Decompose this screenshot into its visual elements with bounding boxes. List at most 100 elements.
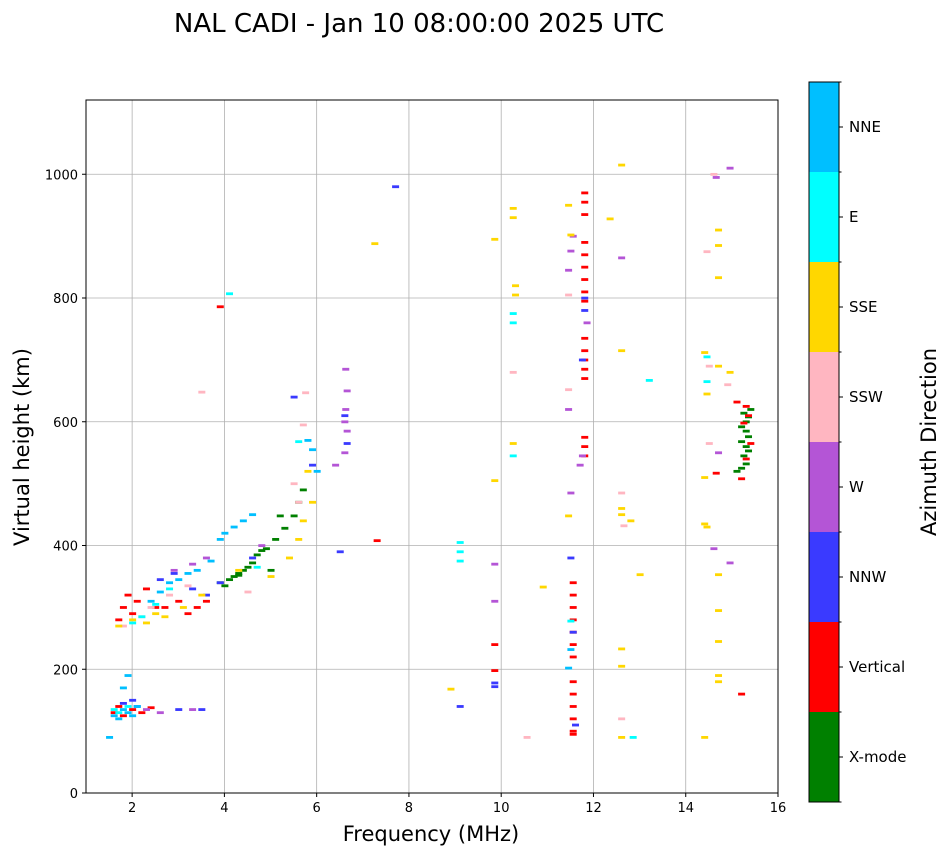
data-point [336,550,344,554]
data-point [629,736,637,739]
data-point [569,680,577,684]
data-point [262,547,270,551]
data-point [569,692,577,696]
colorbar-segment [809,262,839,352]
colorbar-label: SSE [849,298,878,316]
data-point [124,711,132,715]
data-point [565,293,573,297]
data-point [618,664,626,668]
data-point [295,440,303,444]
data-point [491,669,499,672]
data-points [106,163,755,739]
data-point [618,491,626,495]
data-point [569,655,577,659]
data-point [230,575,238,578]
data-point [509,321,517,325]
data-point [184,572,192,575]
x-tick-label: 16 [770,801,787,816]
data-point [166,593,174,597]
data-point [115,711,123,715]
data-point [193,568,201,572]
data-point [142,708,150,711]
data-point [703,525,711,529]
data-point [567,648,575,651]
data-point [166,587,174,591]
data-point [342,367,350,371]
data-point [569,606,577,609]
data-point [267,575,275,578]
data-point [244,590,252,594]
data-point [235,568,243,572]
data-point [567,233,575,237]
colorbar-label: NNW [849,568,886,586]
x-tick-label: 8 [405,801,413,816]
data-point [703,250,711,254]
data-point [715,364,723,368]
data-point [290,482,298,486]
data-point [198,593,206,597]
data-point [740,411,748,415]
data-point [491,562,499,566]
data-point [371,242,379,246]
data-point [249,561,257,565]
data-point [581,377,589,380]
data-point [509,442,517,445]
data-point [581,299,589,303]
data-point [715,244,723,247]
data-point [119,686,127,690]
series-w [142,166,734,715]
data-point [142,587,150,591]
data-point [193,606,201,609]
data-point [152,612,160,616]
colorbar-segment [809,532,839,622]
data-point [733,400,741,404]
data-point [567,491,575,495]
colorbar-label: NNE [849,118,881,136]
data-point [618,349,626,353]
data-point [373,539,381,543]
data-point [724,383,732,387]
data-point [742,462,750,466]
azimuth-colorbar: X-mode Vertical NNW W SSW SSE E NNE [808,81,906,803]
data-point [569,732,577,736]
plot-frame [85,99,779,794]
data-point [627,519,635,523]
data-point [216,305,224,309]
data-point [581,200,589,204]
y-tick-label: 200 [53,663,78,678]
data-point [491,599,499,603]
data-point [110,714,118,718]
data-point [341,451,349,455]
y-tick-label: 600 [53,416,78,431]
data-point [539,585,547,589]
data-point [565,268,573,272]
data-point [512,284,520,288]
data-point [110,711,118,715]
data-point [147,606,155,609]
series-x-mode [216,408,755,588]
data-point [581,349,589,353]
data-point [715,228,723,232]
data-point [166,581,174,585]
colorbar-segment [809,442,839,532]
grid-lines [86,100,778,793]
data-point [313,469,321,473]
data-point [509,206,517,210]
data-point [295,538,303,541]
data-point [115,717,123,721]
data-point [119,624,127,628]
data-point [129,612,137,616]
data-point [618,736,626,739]
chart-title: NAL CADI - Jan 10 08:00:00 2025 UTC [174,9,664,39]
data-point [581,336,589,340]
data-point [249,556,257,560]
data-point [509,312,517,315]
data-point [184,612,192,616]
data-point [147,599,155,603]
data-point [578,358,586,362]
data-point [747,442,755,445]
data-point [309,463,317,467]
series-vertical [110,191,755,736]
colorbar-segment [809,82,839,172]
data-point [343,389,351,393]
